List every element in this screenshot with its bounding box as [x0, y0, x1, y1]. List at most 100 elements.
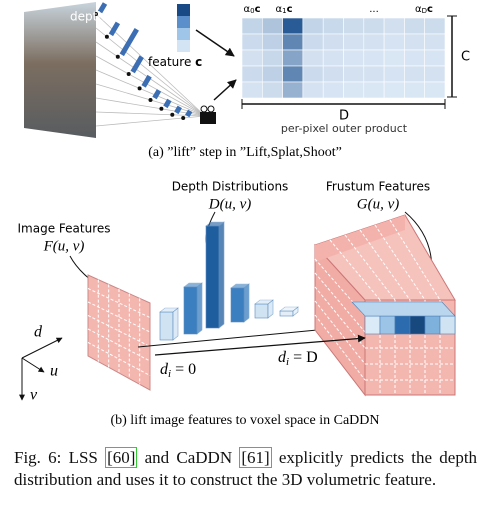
near-base: d [160, 361, 169, 378]
matrix-cell [383, 17, 405, 35]
c-label: C [461, 50, 470, 65]
depth-bar [185, 109, 193, 118]
grid-line [389, 219, 441, 301]
axis-v-label: v [30, 387, 38, 404]
image-title: Image Features [18, 222, 111, 236]
column-header: α0c [244, 4, 261, 15]
far-base: d [278, 349, 287, 366]
ray [95, 27, 206, 117]
ray-dot [104, 34, 109, 39]
matrix-cell [302, 17, 324, 35]
header-base: α [244, 4, 251, 15]
ray [95, 69, 206, 117]
ray-dot [137, 86, 142, 91]
voxel [364, 315, 381, 335]
citation[interactable]: [60] [105, 447, 138, 468]
bar-side [172, 307, 179, 341]
grid-line [314, 300, 366, 365]
matrix-cell [282, 65, 304, 83]
panel-a-caption: (a) ”lift” step in ”Lift,Splat,Shoot” [148, 145, 342, 160]
depth-bar [152, 89, 162, 100]
figure: depth distribution α feature c α0c α1c...… [18, 2, 470, 428]
grid-line [374, 224, 426, 301]
matrix-cell [302, 81, 324, 99]
bar-side [196, 282, 203, 335]
feature-cell [177, 28, 190, 40]
far-tail: = D [289, 349, 318, 366]
matrix-cell [322, 65, 344, 83]
matrix-cell [343, 49, 365, 67]
image-symbol: F(u, v) [43, 238, 85, 254]
matrix-cell [383, 33, 405, 51]
matrix-cell [404, 33, 425, 51]
near-label: di = 0 [160, 361, 196, 380]
matrix-cell [383, 81, 405, 99]
near-tail: = 0 [171, 361, 196, 378]
bar-top [230, 283, 250, 289]
bar-front [279, 310, 294, 317]
bar-top [254, 299, 274, 305]
frustum-title: Frustum Features [326, 180, 430, 194]
depth-arrow [154, 334, 366, 356]
matrix-cell [404, 49, 425, 67]
arrow [195, 29, 235, 57]
matrix-cell [261, 33, 283, 51]
citation[interactable]: [61] [239, 447, 272, 468]
matrix-cell [241, 33, 263, 51]
panel-b-caption: (b) lift image features to voxel space i… [110, 413, 379, 428]
header-tail: c [255, 4, 261, 15]
grid-line [87, 328, 151, 362]
matrix-cell [424, 17, 446, 35]
image-plane-grid [87, 279, 151, 385]
image-plane [87, 274, 151, 391]
ray-dot [115, 54, 120, 59]
matrix-cell [424, 49, 446, 67]
grid-line [87, 288, 151, 318]
matrix-cell [424, 81, 446, 99]
matrix-cell [363, 81, 385, 99]
bar-top [279, 306, 299, 312]
matrix-cell [383, 49, 405, 67]
figure-caption: Fig. 6: LSS [60] and CaDDN [61] explicit… [14, 447, 477, 491]
matrix-cell [261, 49, 283, 67]
header-sub: 0 [250, 7, 254, 15]
ray-dot [170, 112, 175, 117]
caption-label: Fig. 6: [14, 448, 62, 467]
depth-title: Depth Distributions [172, 180, 289, 194]
frustum-symbol: G(u, v) [357, 196, 399, 212]
column-header: αDc [415, 4, 433, 15]
matrix-cell [363, 33, 385, 51]
matrix-cell [343, 17, 365, 35]
ray [95, 115, 206, 127]
grid-line [344, 234, 396, 301]
bar-front [183, 286, 198, 335]
depth-bar [163, 98, 172, 109]
bar-front [205, 225, 220, 329]
matrix-cell [261, 81, 283, 99]
depth-bar [119, 28, 139, 57]
matrix-cell [241, 81, 263, 99]
arrow [213, 79, 237, 101]
bar-side [218, 221, 225, 329]
column-header: α1c [276, 4, 293, 15]
far-label: di = D [278, 349, 318, 368]
matrix-cell [343, 81, 365, 99]
bar-front [159, 311, 174, 341]
bar-front [254, 303, 269, 319]
matrix-cell [261, 65, 283, 83]
matrix-cell [404, 81, 425, 99]
matrix-cell [343, 33, 365, 51]
feature-cell [177, 40, 190, 52]
voxel [394, 315, 411, 335]
grid-line [87, 301, 151, 333]
feature-cell [177, 16, 190, 28]
grid-line [329, 239, 381, 301]
depth-bars [159, 221, 299, 341]
matrix-cell [383, 65, 405, 83]
caption-text: LSS [68, 448, 98, 467]
depth-bar [97, 2, 108, 14]
camera [200, 112, 216, 124]
far-sub: i [286, 356, 289, 368]
feature-label: feature c [148, 55, 202, 69]
header-sub: D [422, 7, 427, 15]
